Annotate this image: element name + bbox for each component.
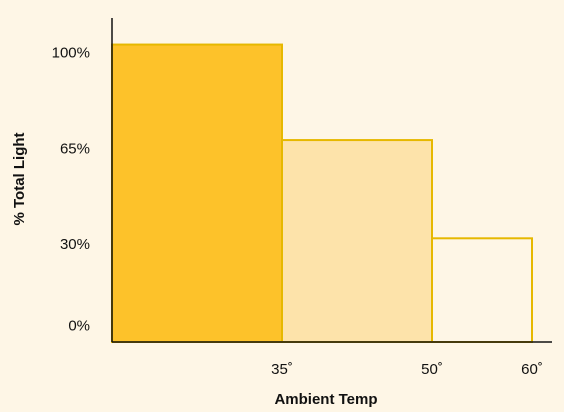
bar-2 [281, 139, 433, 343]
y-tick-label-2: 65% [60, 140, 90, 157]
x-axis-title: Ambient Temp [274, 391, 377, 408]
axes-group [111, 18, 552, 343]
x-tick-label-1: 35˚ [271, 361, 293, 378]
bar-3 [431, 237, 533, 343]
bar-1 [111, 43, 283, 343]
y-tick-labels: 100% 65% 30% 0% [52, 45, 90, 335]
y-axis-title: % Total Light [11, 132, 28, 225]
x-tick-labels: 35˚ 50˚ 60˚ [271, 361, 543, 378]
y-tick-label-1: 100% [52, 45, 90, 62]
y-tick-label-3: 30% [60, 236, 90, 253]
x-tick-label-2: 50˚ [421, 361, 443, 378]
x-tick-label-3: 60˚ [521, 361, 543, 378]
bars-group [111, 43, 533, 343]
y-tick-label-4: 0% [68, 318, 90, 335]
